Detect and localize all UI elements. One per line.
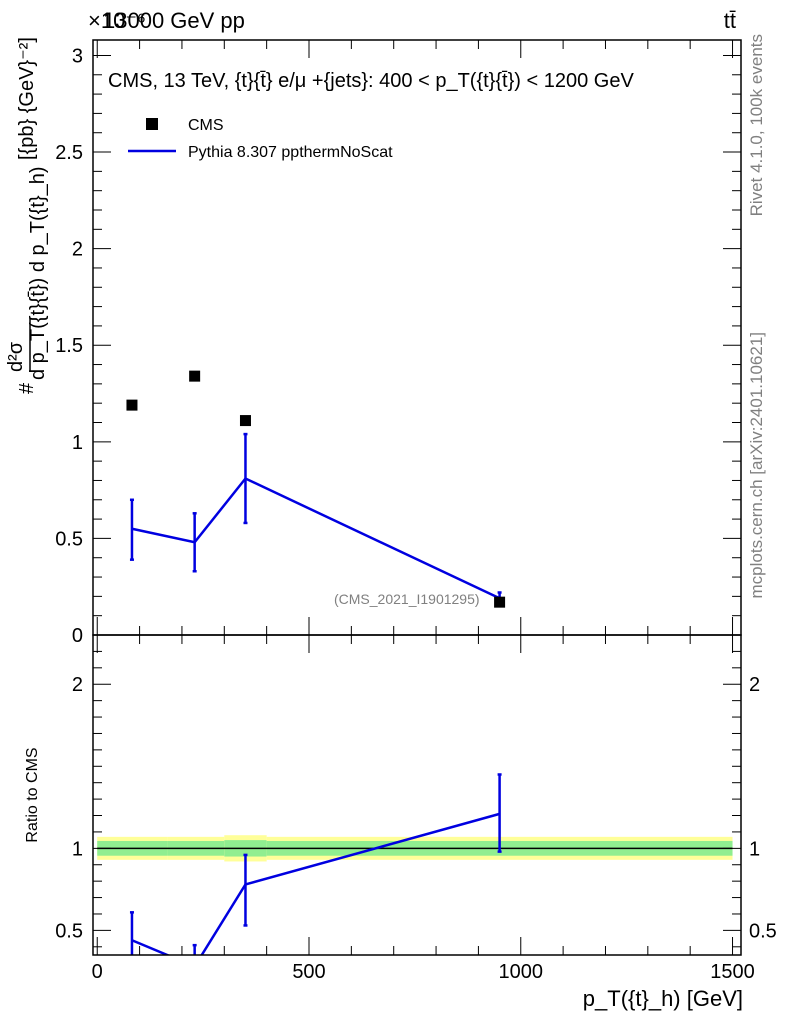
y-tick-label: 0: [72, 625, 83, 647]
ratio-y-axis-label: Ratio to CMS: [24, 747, 41, 842]
ratio-y-tick-label: 1: [72, 838, 83, 860]
cms-data-point: [494, 596, 506, 608]
x-tick-label: 1000: [499, 961, 544, 983]
y-label-units: [{pb} {GeV}⁻²]: [16, 37, 38, 160]
cms-data-point: [126, 399, 138, 411]
y-tick-label: 1.5: [55, 335, 83, 357]
chart-title: CMS, 13 TeV, {t}{t̄} e/μ +{jets}: 400 < …: [108, 70, 634, 92]
ratio-y-tick-label-right: 0.5: [749, 920, 777, 942]
cms-data-point: [189, 370, 201, 382]
cms-data-point: [239, 415, 251, 427]
legend: CMS Pythia 8.307 ppthermNoScat: [128, 117, 393, 161]
main-axis-ticks: 0 0.5 1 1.5 2 2.5 3: [55, 40, 741, 647]
y-label-denominator: d p_T({t}{t̄}) d p_T({t}_h): [27, 167, 49, 380]
y-tick-label: 0.5: [55, 528, 83, 550]
y-tick-label: 2: [72, 239, 83, 261]
ratio-axis-ticks: 0 500 1000 1500 0.5 0.5 1 1 2 2: [55, 634, 777, 983]
y-exponent-label: ×10⁻⁶: [88, 8, 146, 33]
ratio-pythia-line: [131, 812, 500, 955]
energy-label: 13000 GeV pp: [103, 8, 245, 33]
legend-label-pythia: Pythia 8.307 ppthermNoScat: [188, 144, 393, 161]
ratio-panel-frame: [92, 634, 742, 956]
ratio-y-tick-label-right: 2: [749, 674, 760, 696]
ratio-y-tick-label: 2: [72, 674, 83, 696]
y-tick-label: 3: [72, 45, 83, 67]
rivet-version-label: Rivet 4.1.0, 100k events: [747, 34, 766, 216]
ratio-y-tick-label: 0.5: [55, 920, 83, 942]
ratio-y-tick-label-right: 1: [749, 838, 760, 860]
y-label-hash: #: [16, 382, 38, 394]
mcplots-source-label: mcplots.cern.ch [arXiv:2401.10621]: [747, 332, 766, 598]
x-tick-label: 500: [292, 961, 325, 983]
x-tick-label: 1500: [710, 961, 755, 983]
process-label: tt̄: [724, 8, 736, 33]
x-axis-label: p_T({t}_h) [GeV]: [583, 986, 743, 1011]
pythia-line: [131, 476, 501, 600]
main-data-marks: [126, 370, 506, 608]
main-y-axis-label: # d²σ d p_T({t}{t̄}) d p_T({t}_h) [{pb} …: [5, 37, 49, 394]
x-tick-label: 0: [92, 961, 103, 983]
legend-marker-cms: [146, 118, 158, 130]
y-tick-label: 1: [72, 432, 83, 454]
ratio-uncertainty-band: [97, 835, 733, 862]
y-label-numerator: d²σ: [5, 341, 27, 372]
y-tick-label: 2.5: [55, 142, 83, 164]
legend-label-cms: CMS: [188, 117, 224, 134]
analysis-id-annotation: (CMS_2021_I1901295): [334, 591, 480, 607]
